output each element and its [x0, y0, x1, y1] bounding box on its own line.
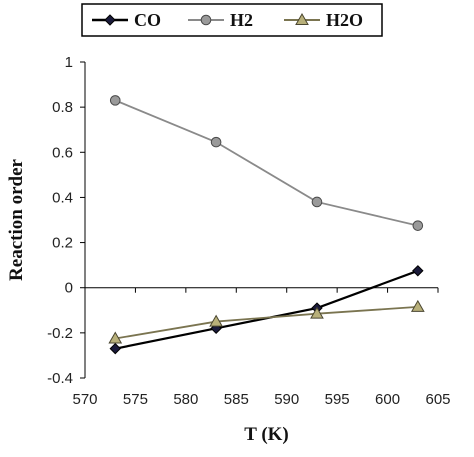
data-point-co — [109, 342, 121, 355]
y-axis-title: Reaction order — [6, 159, 27, 281]
data-point-h2 — [311, 196, 323, 208]
x-tick-label: 570 — [72, 391, 97, 408]
data-point-h2 — [109, 95, 121, 106]
x-tick-label: 585 — [224, 391, 249, 408]
x-tick-label: 595 — [325, 391, 350, 408]
data-point-h2o — [310, 306, 324, 319]
series-line-h2 — [114, 99, 419, 227]
y-tick-label: 0 — [65, 280, 73, 297]
data-point-h2 — [412, 220, 424, 231]
series-layer — [108, 95, 425, 355]
y-tick-label: 0.2 — [52, 235, 73, 252]
data-point-h2o — [209, 314, 223, 327]
legend-marker-co — [104, 14, 116, 26]
data-point-h2 — [210, 136, 222, 148]
legend-label-co: CO — [134, 10, 161, 30]
data-point-co — [412, 265, 424, 277]
legend-box — [81, 3, 383, 37]
legend-label-h2: H2 — [230, 10, 253, 30]
y-tick-label: -0.4 — [47, 370, 73, 387]
legend-marker-h2 — [200, 14, 212, 26]
y-tick-label: -0.2 — [47, 325, 73, 342]
y-tick-label: 0.8 — [52, 99, 73, 116]
legend-marker-h2o — [295, 12, 309, 25]
x-axis-title: T (K) — [244, 424, 289, 445]
series-line-h2o — [115, 306, 418, 340]
y-tick-label: 1 — [65, 54, 73, 71]
x-tick-label: 580 — [173, 391, 198, 408]
axes: -0.4 -0.2 0 0.2 0.4 0.6 0.8 1 570 575 580 585 590 595… — [47, 54, 450, 408]
x-tick-label: 605 — [425, 391, 450, 408]
data-point-h2o — [108, 331, 123, 344]
legend: CO H2 H2O — [81, 3, 383, 37]
y-tick-label: 0.4 — [52, 189, 73, 206]
legend-label-h2o: H2O — [326, 10, 363, 30]
x-tick-label: 590 — [274, 391, 299, 408]
y-tick-label: 0.6 — [52, 144, 73, 161]
data-point-h2o — [410, 299, 425, 312]
x-tick-label: 575 — [123, 391, 148, 408]
x-tick-label: 600 — [375, 391, 400, 408]
